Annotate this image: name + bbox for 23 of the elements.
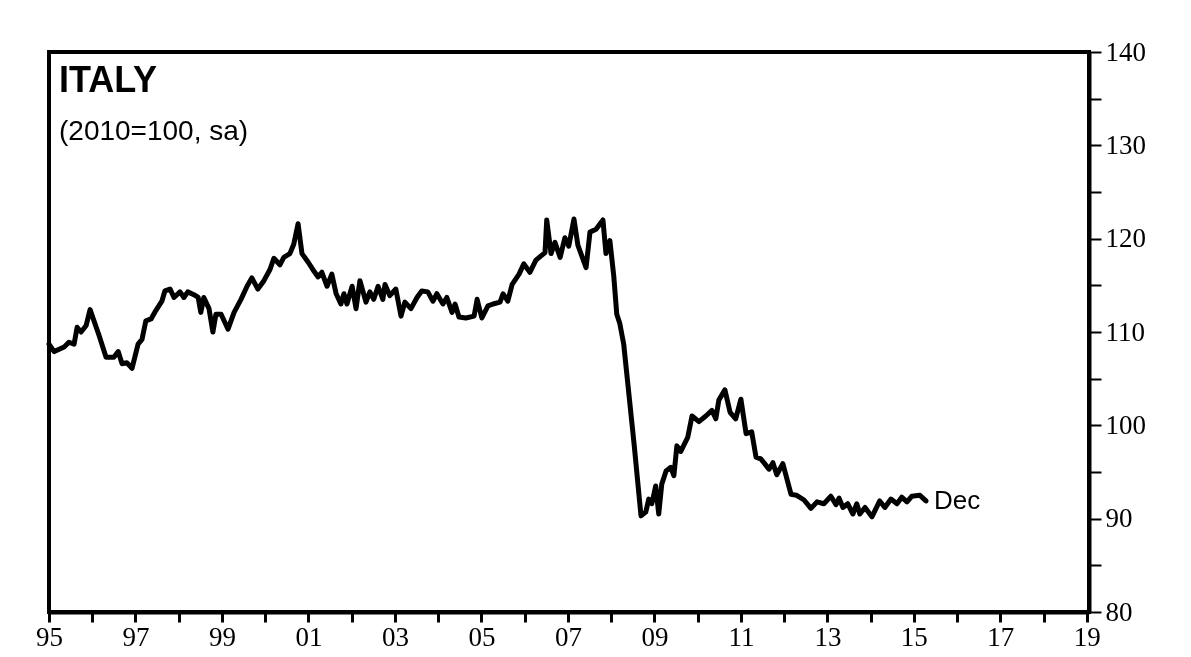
- x-tick-label: 95: [36, 621, 63, 652]
- y-tick-label: 130: [1105, 129, 1146, 160]
- y-tick-label: 100: [1105, 409, 1146, 440]
- x-tick-label: 01: [295, 621, 323, 652]
- x-tick-label: 05: [468, 621, 496, 652]
- x-tick-label: 19: [1073, 621, 1101, 652]
- x-tick-label: 17: [987, 621, 1015, 652]
- y-tick-label: 80: [1105, 596, 1133, 627]
- x-tick-label: 03: [381, 621, 409, 652]
- x-tick-label: 09: [641, 621, 669, 652]
- annotation: Dec: [933, 484, 981, 515]
- y-tick-label: 140: [1105, 36, 1146, 67]
- x-tick-label: 99: [208, 621, 236, 652]
- x-tick-label: 15: [900, 621, 928, 652]
- text: (2010=100, sa): [59, 115, 249, 146]
- chart-title: ITALY: [59, 59, 158, 100]
- y-tick-label: 120: [1105, 223, 1146, 254]
- y-tick-label: 110: [1105, 316, 1145, 347]
- x-tick-label: 13: [814, 621, 842, 652]
- x-tick-label: 11: [728, 621, 755, 652]
- x-tick-label: 07: [554, 621, 582, 652]
- x-tick-label: 97: [122, 621, 150, 652]
- y-tick-label: 90: [1105, 503, 1133, 534]
